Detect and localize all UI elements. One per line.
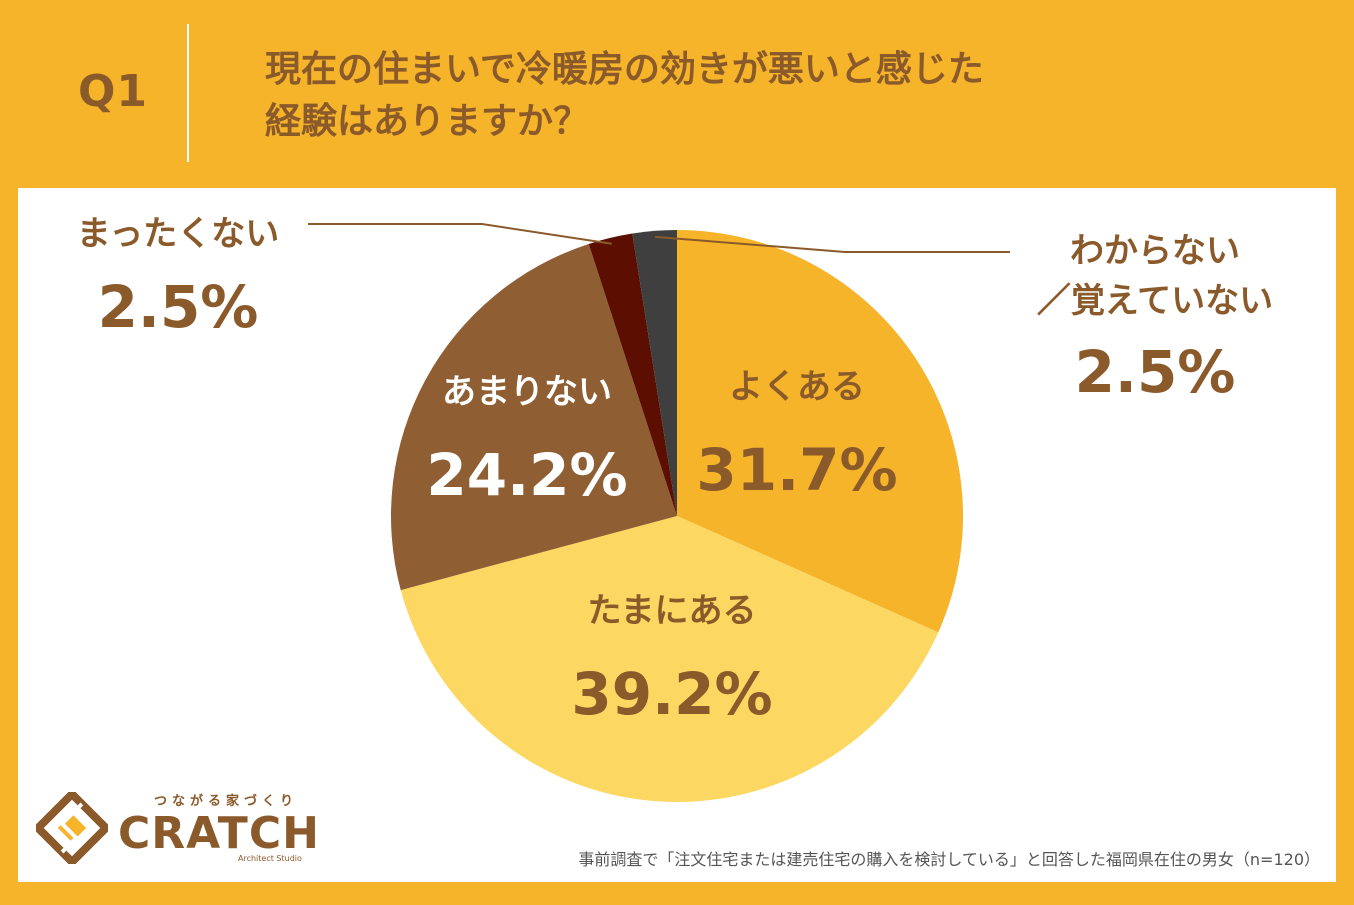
slice-4-value-label: 2.5% (98, 273, 259, 341)
survey-footnote: 事前調査で「注文住宅または建売住宅の購入を検討している」と回答した福岡県在住の男… (578, 850, 1320, 869)
slice-2-value-label: 39.2% (571, 660, 772, 728)
slice-5-label-line-2: ／覚えていない (1037, 281, 1273, 321)
slice-3-label: あまりない (442, 372, 612, 412)
slice-5-label-line-1: わからない (1070, 231, 1240, 271)
slice-2-wedge (400, 516, 939, 802)
slice-1-value-label: 31.7% (696, 436, 897, 504)
header-divider (187, 24, 189, 162)
slice-5-value-label: 2.5% (1075, 338, 1236, 406)
logo-tagline: つながる家づくり (154, 794, 299, 809)
slice-3-value-label: 24.2% (426, 441, 627, 509)
slice-4-leader-line (308, 223, 612, 245)
slice-5-wedge (632, 230, 677, 516)
slice-labels: よくある 31.7% たまにある 39.2% あまりない 24.2% まったくない 2.5% わ… (77, 214, 1273, 728)
logo-wordmark: CRATCH (118, 808, 320, 859)
logo-subtitle: Architect Studio (238, 854, 302, 863)
question-title-line-1: 現在の住まいで冷暖房の効きが悪いと感じた (265, 49, 984, 90)
slice-4-wedge (588, 233, 677, 516)
slice-3-wedge (390, 243, 677, 591)
question-number: Q1 (78, 66, 149, 117)
question-title: 現在の住まいで冷暖房の効きが悪いと感じた 経験はありますか？ (265, 44, 984, 148)
slice-1-label: よくある (729, 367, 865, 407)
cratch-logo: つながる家づくり CRATCH Architect Studio (36, 790, 319, 870)
slice-2-label: たまにある (588, 591, 757, 631)
slice-1-wedge (677, 230, 963, 633)
slice-4-label: まったくない (77, 214, 280, 254)
question-title-line-2: 経験はありますか？ (265, 101, 590, 142)
cratch-logo-mark-icon (36, 792, 108, 864)
slice-5-leader-line (655, 235, 1010, 253)
pie-slices (390, 230, 963, 802)
leader-lines (308, 223, 1010, 253)
